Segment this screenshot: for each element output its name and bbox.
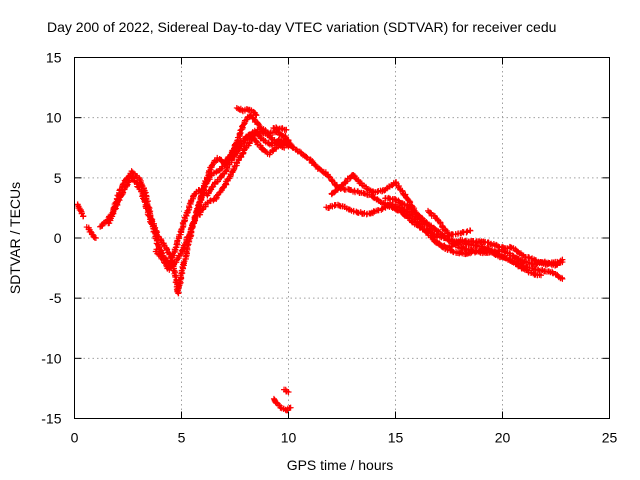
data-point-marker — [392, 196, 399, 203]
y-tick-labels: -15 -10 -5 0 5 10 15 — [41, 50, 61, 427]
data-point-marker — [253, 138, 260, 145]
data-point-marker — [270, 147, 277, 154]
data-point-marker — [190, 219, 197, 226]
data-point-marker — [202, 183, 209, 190]
data-point-marker — [285, 389, 292, 396]
data-point-marker — [430, 234, 437, 241]
data-point-marker — [172, 273, 179, 280]
data-point-marker — [283, 126, 290, 133]
data-point-marker — [515, 249, 522, 256]
data-point-marker — [336, 202, 343, 209]
y-tick-label: 10 — [46, 110, 62, 126]
data-point-marker — [328, 177, 335, 184]
data-point-marker — [273, 124, 280, 131]
data-point-marker — [123, 182, 130, 189]
y-tick-label: -5 — [49, 290, 62, 306]
y-tick-label: 0 — [54, 230, 62, 246]
data-point-marker — [180, 242, 187, 249]
data-point-marker — [133, 179, 140, 186]
data-point-marker — [490, 249, 497, 256]
data-points — [74, 104, 566, 414]
data-point-marker — [135, 174, 142, 181]
data-point-marker — [360, 190, 367, 197]
data-point-marker — [252, 111, 259, 118]
data-point-marker — [216, 167, 223, 174]
data-point-marker — [549, 269, 556, 276]
x-tick-labels: 0 5 10 15 20 25 — [71, 430, 618, 446]
axis-ticks — [74, 57, 610, 419]
data-point-marker — [80, 213, 87, 220]
data-point-marker — [374, 189, 381, 196]
x-tick-label: 15 — [388, 430, 404, 446]
data-point-marker — [281, 144, 288, 151]
data-point-marker — [253, 112, 260, 119]
data-point-marker — [238, 153, 245, 160]
data-point-marker — [87, 228, 94, 235]
data-point-marker — [462, 237, 469, 244]
data-point-marker — [303, 153, 310, 160]
y-tick-label: -15 — [41, 411, 61, 427]
data-point-marker — [287, 404, 294, 411]
data-point-marker — [559, 259, 566, 266]
x-tick-label: 0 — [71, 430, 79, 446]
x-tick-label: 25 — [602, 430, 618, 446]
y-tick-label: 15 — [46, 50, 62, 66]
data-point-marker — [559, 275, 566, 282]
data-point-marker — [209, 184, 216, 191]
data-point-marker — [92, 235, 99, 241]
data-point-marker — [520, 265, 527, 272]
data-point-marker — [406, 211, 413, 218]
data-point-marker — [255, 121, 262, 128]
x-tick-label: 5 — [178, 430, 186, 446]
y-tick-label: -10 — [41, 350, 61, 366]
x-axis-label: GPS time / hours — [287, 457, 394, 473]
y-axis-label: SDTVAR / TECUs — [7, 182, 23, 294]
data-point-marker — [129, 174, 136, 181]
data-point-marker — [467, 227, 474, 234]
data-point-marker — [180, 259, 187, 266]
chart-title: Day 200 of 2022, Sidereal Day-to-day VTE… — [47, 19, 556, 35]
data-point-marker — [378, 206, 385, 213]
data-point-marker — [434, 216, 441, 223]
x-tick-label: 10 — [281, 430, 297, 446]
data-point-marker — [538, 272, 545, 279]
x-tick-label: 20 — [495, 430, 511, 446]
data-point-marker — [213, 192, 220, 199]
data-point-marker — [147, 220, 154, 227]
y-tick-label: 5 — [54, 170, 62, 186]
